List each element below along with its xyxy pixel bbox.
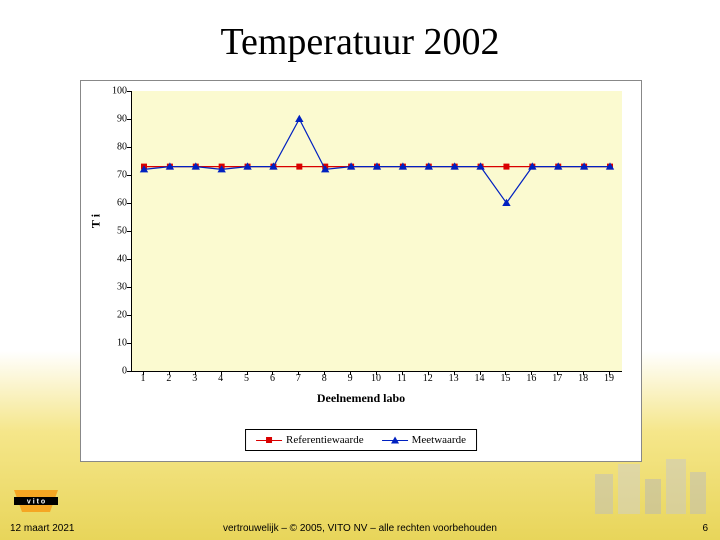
- triangle-marker-icon: [391, 437, 399, 444]
- ytick-label: 70: [81, 170, 127, 181]
- buildings-decoration: [590, 454, 710, 514]
- x-axis-label: Deelnemend labo: [81, 391, 641, 406]
- ytick-label: 60: [81, 198, 127, 209]
- footer-date: 12 maart 2021: [10, 523, 75, 534]
- legend: Referentiewaarde Meetwaarde: [245, 429, 477, 451]
- ytick-label: 0: [81, 366, 127, 377]
- legend-swatch: [256, 435, 282, 445]
- ytick-label: 80: [81, 142, 127, 153]
- ytick-label: 30: [81, 282, 127, 293]
- chart-series: [132, 91, 622, 371]
- legend-item-meetwaarde: Meetwaarde: [382, 434, 466, 446]
- page-title: Temperatuur 2002: [0, 20, 720, 64]
- svg-text:v i t o: v i t o: [27, 499, 45, 506]
- ytick-label: 40: [81, 254, 127, 265]
- legend-label: Meetwaarde: [412, 434, 466, 446]
- footer: 12 maart 2021 vertrouwelijk – © 2005, VI…: [0, 514, 720, 534]
- ytick-label: 90: [81, 114, 127, 125]
- square-marker-icon: [266, 437, 272, 443]
- footer-copyright: vertrouwelijk – © 2005, VITO NV – alle r…: [223, 523, 497, 534]
- vito-logo: v i t o: [14, 486, 58, 516]
- ytick-label: 10: [81, 338, 127, 349]
- footer-page-number: 6: [702, 523, 708, 534]
- ytick-label: 50: [81, 226, 127, 237]
- legend-label: Referentiewaarde: [286, 434, 364, 446]
- ytick-label: 100: [81, 86, 127, 97]
- legend-swatch: [382, 435, 408, 445]
- slide: Temperatuur 2002 T i 0102030405060708090…: [0, 0, 720, 540]
- chart-container: T i 0102030405060708090100 1234567891011…: [80, 80, 642, 462]
- ytick-label: 20: [81, 310, 127, 321]
- plot-area: [131, 91, 622, 372]
- legend-item-referentiewaarde: Referentiewaarde: [256, 434, 364, 446]
